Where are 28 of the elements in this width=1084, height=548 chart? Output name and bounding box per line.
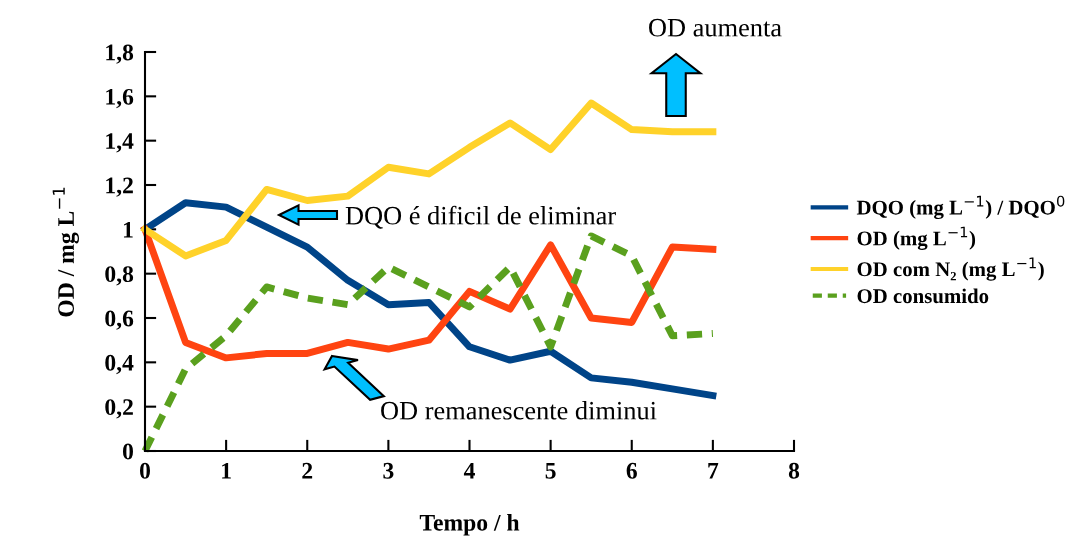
y-tick-label: 1,8	[106, 44, 134, 64]
y-tick-label: 0,2	[105, 399, 133, 419]
y-tick-label: 1,6	[106, 88, 134, 109]
x-tick-label: 6	[626, 462, 637, 479]
x-tick-label: 2	[302, 462, 313, 479]
annotation: DQO é dificil de eliminar	[345, 205, 616, 229]
x-tick-label: 7	[708, 463, 719, 479]
y-tick-label: 1,2	[106, 177, 133, 197]
legend-label: OD (mg L$^{−1}$)	[857, 226, 976, 250]
x-tick-label: 8	[788, 462, 800, 479]
x-tick-label: 4	[463, 462, 475, 479]
y-tick-label: 0,4	[105, 354, 134, 375]
text: OD aumenta	[649, 18, 782, 37]
y-tick-label: 1,4	[106, 133, 134, 153]
x-tick-label: 1	[222, 462, 231, 479]
legend-label: OD com N₂ (mg L$^{−1}$)	[857, 257, 1044, 281]
x-tick-label: 5	[545, 463, 556, 479]
y-tick-label: 0,6	[105, 310, 134, 330]
y-tick-label: 0	[122, 443, 133, 460]
legend-label: OD consumido	[857, 288, 989, 304]
legend-label: DQO (mg L$^{−1}$) / DQO$^{0}$	[856, 195, 1065, 220]
y-tick-label: 1	[123, 221, 133, 238]
y-tick-label: 0,8	[105, 266, 134, 286]
x-tick-label: 3	[383, 462, 394, 479]
x-tick-label: 0	[140, 462, 150, 479]
annotation: OD remanescente diminui	[381, 401, 657, 420]
x-axis-title: Tempo / h	[419, 514, 520, 536]
y-axis-title: OD / mg L$^{−1}$	[52, 187, 79, 317]
